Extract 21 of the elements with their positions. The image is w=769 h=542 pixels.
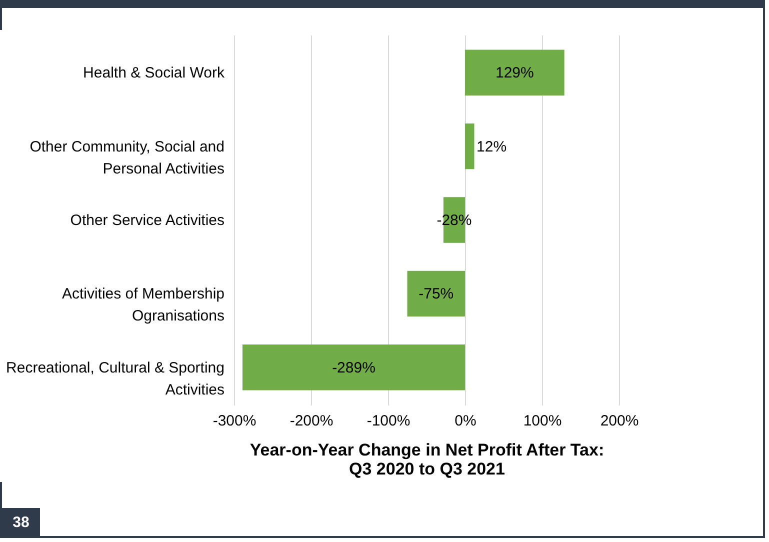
x-tick-label: 100%: [523, 412, 562, 430]
x-tick-label: -200%: [290, 412, 334, 430]
x-axis-title: Year-on-Year Change in Net Profit After Tax: Q3 2020 to Q3 2021: [250, 440, 604, 478]
data-label: -289%: [332, 359, 376, 376]
y-tick-label: Activities of Membership Ogranisations: [62, 286, 224, 325]
bar: [242, 344, 465, 390]
x-tick-label: 0%: [454, 412, 476, 430]
data-label: -75%: [418, 286, 454, 303]
data-label: 129%: [495, 64, 534, 82]
y-tick-label: Other Community, Social and Personal Activities: [30, 138, 224, 178]
y-tick-label: Other Service Activities: [70, 212, 224, 229]
data-label: 12%: [476, 138, 507, 156]
x-tick-label: 200%: [600, 412, 639, 430]
y-tick-label: Recreational, Cultural & Sporting Activities: [6, 359, 224, 398]
text: 38: [2, 508, 40, 538]
x-tick-label: -100%: [366, 412, 410, 430]
x-tick-label: -300%: [212, 412, 256, 430]
bar: [465, 50, 564, 96]
bar: [407, 270, 465, 317]
y-tick-label: Health & Social Work: [83, 64, 225, 82]
bar: [465, 123, 474, 170]
